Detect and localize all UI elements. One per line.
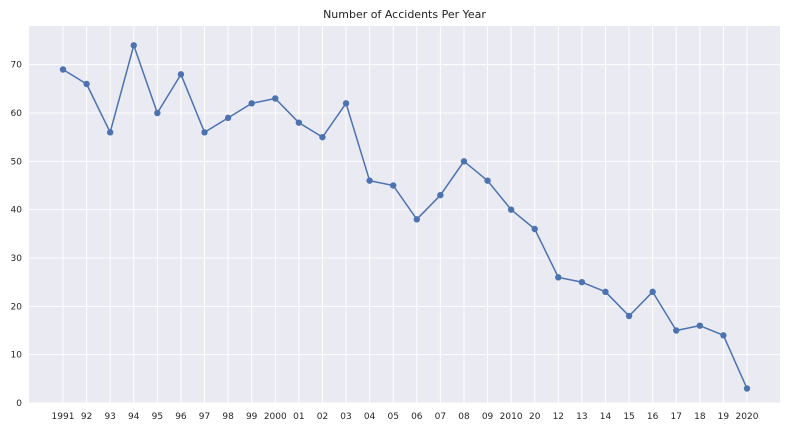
x-tick-label: 92 xyxy=(81,412,92,422)
x-tick-label: 2020 xyxy=(736,412,759,422)
data-point xyxy=(673,327,680,334)
x-tick-label: 17 xyxy=(671,412,682,422)
data-point xyxy=(437,191,444,199)
x-tick-label: 2010 xyxy=(500,412,523,422)
data-point xyxy=(59,66,67,73)
x-tick-label: 13 xyxy=(576,412,587,422)
x-tick-label: 06 xyxy=(411,412,423,422)
x-tick-label: 93 xyxy=(104,412,115,422)
data-point xyxy=(460,158,468,165)
x-tick-label: 19 xyxy=(718,412,730,422)
y-tick-label: 70 xyxy=(11,61,23,71)
data-point xyxy=(649,288,656,296)
data-point xyxy=(130,42,137,49)
data-point xyxy=(578,278,586,286)
data-point xyxy=(319,133,326,141)
x-tick-label: 14 xyxy=(600,412,612,422)
y-tick-label: 10 xyxy=(11,351,23,361)
data-point xyxy=(106,129,114,136)
data-point xyxy=(342,100,350,107)
data-point xyxy=(555,274,562,281)
x-tick-label: 01 xyxy=(293,412,304,422)
x-tick-label: 05 xyxy=(387,412,398,422)
x-tick-label: 16 xyxy=(647,412,659,422)
data-point xyxy=(272,95,279,102)
data-point xyxy=(413,216,420,223)
x-tick-label: 97 xyxy=(199,412,210,422)
data-point xyxy=(83,80,90,88)
data-point xyxy=(602,288,609,296)
y-axis-ticks: 0 10 20 30 40 50 60 70 xyxy=(11,61,23,409)
x-tick-label: 07 xyxy=(435,412,446,422)
data-point xyxy=(696,322,704,329)
data-point xyxy=(201,129,208,136)
series-group xyxy=(59,42,751,392)
data-point xyxy=(625,312,633,320)
x-tick-label: 20 xyxy=(529,412,541,422)
data-point xyxy=(295,119,303,126)
series-line xyxy=(62,44,748,389)
x-tick-label: 98 xyxy=(222,412,234,422)
data-point xyxy=(390,182,397,189)
data-point xyxy=(177,71,185,78)
data-point xyxy=(224,114,232,122)
chart-title: Number of Accidents Per Year xyxy=(323,8,486,21)
data-point xyxy=(507,206,515,213)
data-point xyxy=(248,100,255,107)
data-point xyxy=(366,177,373,184)
x-tick-label: 15 xyxy=(623,412,634,422)
y-tick-label: 60 xyxy=(11,109,23,119)
y-tick-label: 30 xyxy=(11,254,23,264)
x-tick-label: 03 xyxy=(340,412,351,422)
x-tick-label: 09 xyxy=(482,412,494,422)
x-axis-ticks: 1991 92 93 94 95 96 97 98 99 2000 01 02 03 04 05 06 07 08… xyxy=(52,412,759,422)
data-point xyxy=(484,177,491,184)
data-point xyxy=(531,225,538,233)
y-tick-label: 20 xyxy=(11,302,23,312)
y-tick-label: 0 xyxy=(16,399,22,409)
x-tick-label: 12 xyxy=(553,412,564,422)
grid-lines xyxy=(29,26,780,404)
x-tick-label: 04 xyxy=(364,412,376,422)
x-tick-label: 96 xyxy=(175,412,187,422)
data-point xyxy=(154,109,161,117)
y-tick-label: 50 xyxy=(11,157,23,167)
x-tick-label: 18 xyxy=(694,412,706,422)
x-tick-label: 1991 xyxy=(52,412,75,422)
x-tick-label: 95 xyxy=(152,412,163,422)
x-tick-label: 02 xyxy=(317,412,328,422)
y-tick-label: 40 xyxy=(11,206,23,216)
x-tick-label: 2000 xyxy=(264,412,287,422)
data-point xyxy=(743,385,751,392)
x-tick-label: 94 xyxy=(128,412,140,422)
plot-background xyxy=(29,26,780,403)
data-point xyxy=(720,332,727,339)
x-tick-label: 08 xyxy=(458,412,470,422)
x-tick-label: 99 xyxy=(246,412,258,422)
